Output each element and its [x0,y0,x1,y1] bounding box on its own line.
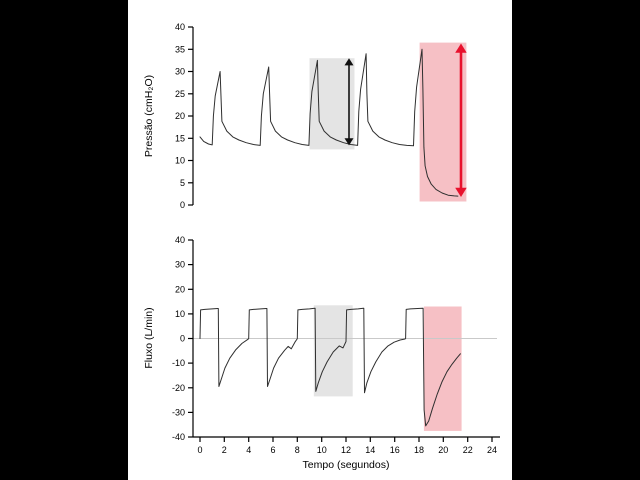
y-tick-label: 35 [175,44,185,54]
pressure-plot-highlight-0 [309,58,355,150]
fluxo-trace [199,307,461,427]
y-tick-label: 0 [180,334,185,344]
plot-0: 0 5 10 15 20 25 30 35 40 [175,22,467,210]
x-tick-label: 0 [197,445,202,455]
flow-y-axis-title: Fluxo (L/min) [143,307,155,368]
pressure-plot-highlight-1 [419,42,467,202]
y-tick-label: -10 [172,358,185,368]
y-tick-label: 30 [175,67,185,77]
x-tick-label: 24 [487,445,497,455]
x-tick-label: 8 [295,445,300,455]
x-tick-label: 12 [341,445,351,455]
y-tick-label: 5 [180,178,185,188]
pressure-plot-arrow-0 [344,58,354,146]
flow-plot-highlight-1 [423,306,462,431]
y-tick-label: 40 [175,235,185,245]
y-tick-label: 20 [175,111,185,121]
y-tick-label: 25 [175,89,185,99]
y-tick-label: -40 [172,432,185,442]
pressure-plot-arrow-1 [455,43,467,197]
x-tick-label: 14 [365,445,375,455]
x-tick-label: 18 [414,445,424,455]
x-tick-label: 2 [222,445,227,455]
x-tick-label: 22 [463,445,473,455]
x-tick-label: 20 [438,445,448,455]
x-tick-label: 6 [270,445,275,455]
x-tick-label: 4 [246,445,251,455]
y-tick-label: 0 [180,200,185,210]
y-tick-label: 10 [175,309,185,319]
y-tick-label: -20 [172,383,185,393]
x-tick-label: 16 [390,445,400,455]
y-tick-label: 10 [175,156,185,166]
y-tick-label: 40 [175,22,185,32]
x-axis-title: Tempo (segundos) [303,459,390,471]
y-tick-label: 15 [175,133,185,143]
y-tick-label: 20 [175,284,185,294]
x-tick-label: 10 [317,445,327,455]
y-tick-label: 30 [175,260,185,270]
pressure-y-axis-title: Pressão (cmH₂O) [143,75,155,157]
pressao-trace [199,48,459,197]
y-tick-label: -30 [172,407,185,417]
